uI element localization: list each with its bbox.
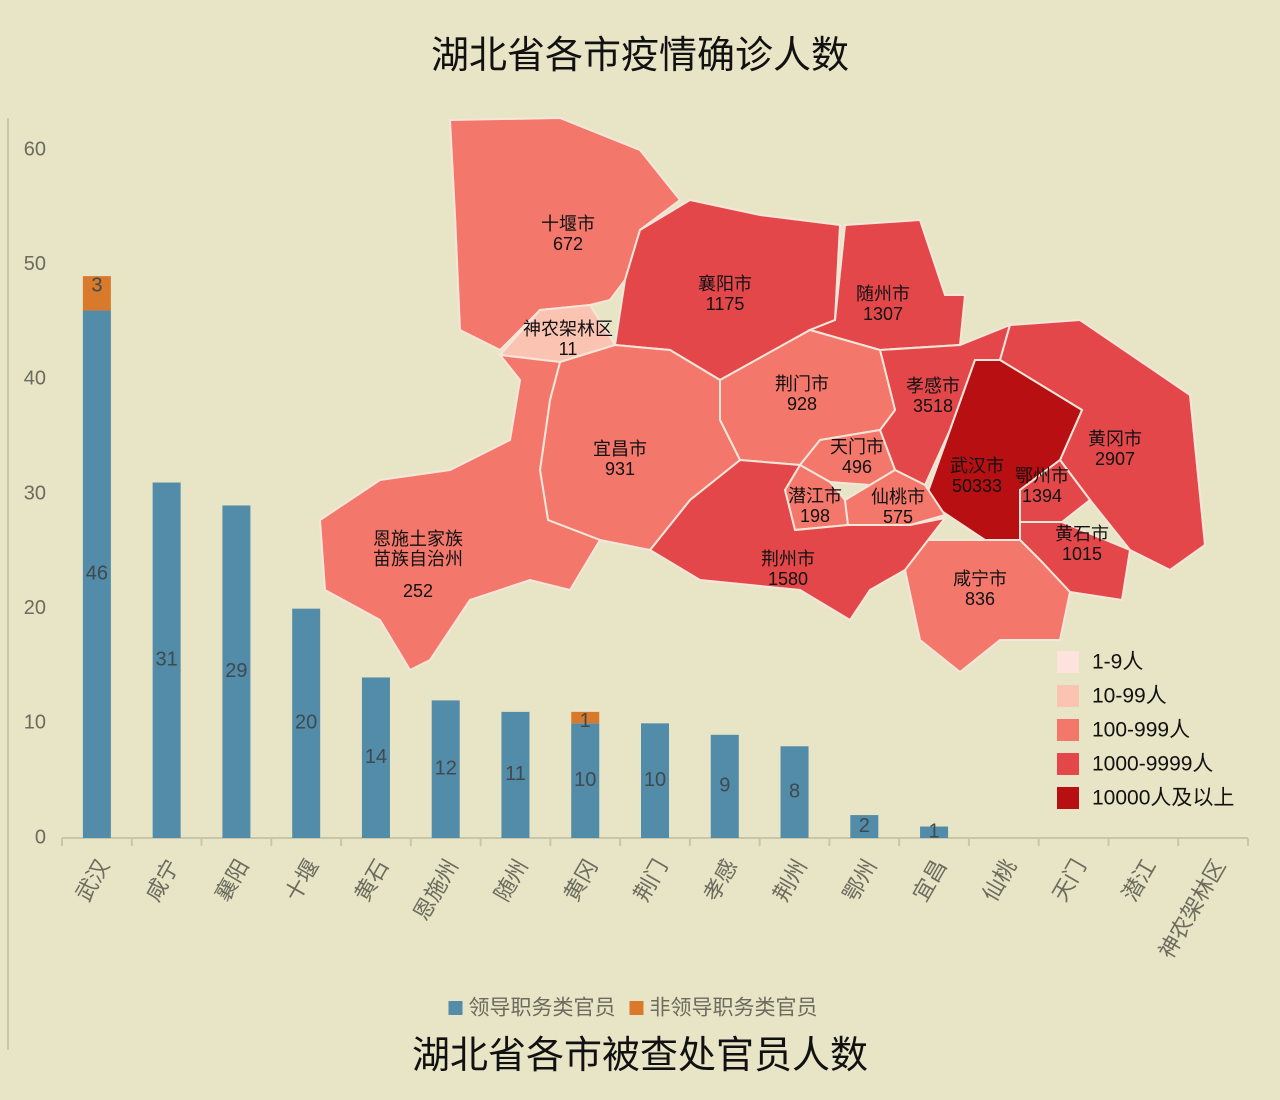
region-name: 武汉市	[950, 456, 1004, 476]
bar-segment	[361, 677, 390, 838]
region-value: 2907	[1095, 449, 1135, 469]
region-name: 十堰市	[541, 214, 595, 234]
bar-segment	[292, 608, 321, 838]
region-value: 836	[965, 589, 995, 609]
region-value: 11	[559, 339, 578, 359]
map-region	[318, 353, 602, 672]
bar-segment	[850, 815, 879, 838]
region-name: 恩施土家族苗族自治州	[373, 529, 463, 569]
legend-label: 非领导职务类官员	[650, 996, 818, 1020]
region-name: 神农架林区	[523, 319, 613, 339]
region-value: 672	[553, 234, 583, 254]
map-region	[648, 458, 948, 622]
data-label: 10	[574, 769, 596, 791]
data-label: 20	[295, 712, 317, 734]
chart-title: 湖北省各市疫情确诊人数	[431, 35, 849, 77]
map-region	[903, 539, 1072, 674]
legend-label: 1-9人	[1092, 651, 1143, 674]
map-region	[1019, 458, 1092, 523]
bar-segment	[571, 723, 600, 838]
legend-label: 1000-9999人	[1092, 753, 1213, 776]
bar-segment	[222, 505, 251, 838]
legend-swatch	[1057, 787, 1079, 809]
y-tick-label: 10	[24, 712, 46, 734]
legend-label: 10-99人	[1092, 685, 1167, 708]
data-label: 46	[86, 563, 108, 585]
region-value: 1580	[768, 569, 808, 589]
y-tick-label: 20	[24, 597, 46, 619]
bar-segment	[82, 310, 111, 838]
bar-segment	[82, 276, 111, 311]
bar-segment	[920, 826, 949, 838]
data-label: 8	[789, 780, 800, 802]
region-value: 1015	[1062, 544, 1102, 564]
bar-segment	[501, 711, 530, 838]
y-tick-label: 0	[35, 826, 46, 848]
region-value: 1394	[1022, 486, 1062, 506]
y-tick-label: 60	[24, 138, 46, 160]
legend-label: 10000人及以上	[1092, 787, 1234, 810]
region-value: 3518	[913, 396, 953, 416]
region-name: 鄂州市	[1015, 466, 1069, 486]
region-name: 潜江市	[788, 486, 842, 506]
region-value: 1175	[706, 294, 745, 314]
data-label: 11	[505, 763, 526, 785]
region-name: 随州市	[856, 284, 910, 304]
legend-label: 领导职务类官员	[469, 996, 616, 1020]
region-name: 黄冈市	[1088, 429, 1142, 449]
region-name: 孝感市	[906, 376, 960, 396]
region-name: 天门市	[830, 437, 884, 457]
data-label: 1	[580, 710, 591, 732]
region-value: 931	[605, 459, 635, 479]
region-name: 荆州市	[761, 549, 815, 569]
data-label: 3	[91, 274, 102, 296]
y-tick-label: 50	[24, 253, 46, 275]
legend-swatch	[629, 1001, 644, 1015]
legend-swatch	[1057, 651, 1079, 673]
data-label: 1	[928, 821, 939, 843]
legend-swatch	[448, 1001, 463, 1015]
region-name: 咸宁市	[953, 569, 1007, 589]
data-label: 10	[644, 769, 666, 791]
region-name: 仙桃市	[871, 487, 925, 507]
data-label: 29	[225, 660, 247, 682]
legend-swatch	[1057, 685, 1079, 707]
legend-label: 100-999人	[1092, 719, 1190, 742]
region-name: 荆门市	[775, 374, 829, 394]
data-label: 14	[365, 746, 387, 768]
data-label: 9	[719, 775, 730, 797]
data-label: 12	[435, 757, 457, 779]
map-region	[448, 116, 682, 352]
bar-segment	[431, 700, 460, 838]
legend-swatch	[1057, 719, 1079, 741]
bar-segment	[710, 734, 739, 838]
region-value: 198	[800, 506, 830, 526]
y-tick-label: 30	[24, 482, 46, 504]
y-tick-label: 40	[24, 368, 46, 390]
region-value: 575	[883, 507, 913, 527]
region-value: 1307	[863, 304, 903, 324]
region-name: 宜昌市	[593, 439, 647, 459]
data-label: 2	[859, 815, 870, 837]
region-name: 黄石市	[1055, 524, 1109, 544]
bar-segment	[571, 711, 600, 724]
region-value: 50333	[952, 476, 1002, 496]
bar-segment	[152, 482, 181, 838]
bar-segment	[780, 746, 809, 838]
region-value: 928	[787, 394, 817, 414]
chart-title: 湖北省各市被查处官员人数	[412, 1035, 868, 1077]
data-label: 31	[156, 649, 178, 671]
region-name: 襄阳市	[698, 274, 752, 294]
region-value: 252	[403, 581, 433, 601]
legend-swatch	[1057, 753, 1079, 775]
bar-segment	[641, 723, 669, 838]
region-value: 496	[842, 457, 872, 477]
